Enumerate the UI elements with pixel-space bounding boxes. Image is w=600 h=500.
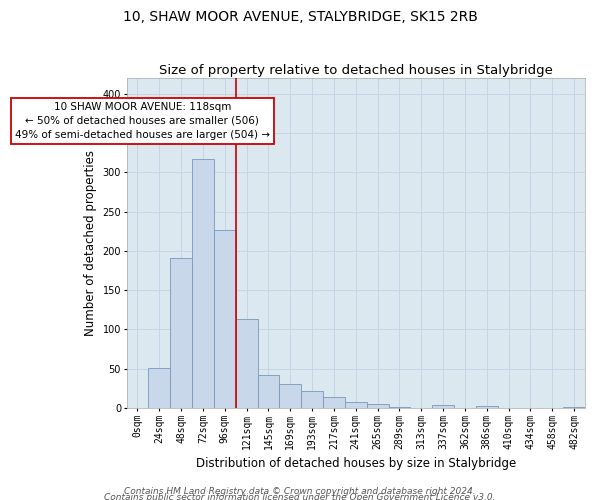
Text: Contains public sector information licensed under the Open Government Licence v3: Contains public sector information licen… <box>104 493 496 500</box>
Bar <box>257 375 280 408</box>
Bar <box>563 407 585 408</box>
Bar <box>214 230 236 408</box>
Bar <box>236 319 257 408</box>
Bar <box>301 392 323 408</box>
Text: 10 SHAW MOOR AVENUE: 118sqm
← 50% of detached houses are smaller (506)
49% of se: 10 SHAW MOOR AVENUE: 118sqm ← 50% of det… <box>15 102 270 140</box>
Bar <box>148 368 170 408</box>
Text: 10, SHAW MOOR AVENUE, STALYBRIDGE, SK15 2RB: 10, SHAW MOOR AVENUE, STALYBRIDGE, SK15 … <box>122 10 478 24</box>
Bar <box>389 407 410 408</box>
Bar <box>432 404 454 408</box>
Bar <box>367 404 389 408</box>
Text: Contains HM Land Registry data © Crown copyright and database right 2024.: Contains HM Land Registry data © Crown c… <box>124 487 476 496</box>
Y-axis label: Number of detached properties: Number of detached properties <box>84 150 97 336</box>
Bar <box>345 402 367 408</box>
Title: Size of property relative to detached houses in Stalybridge: Size of property relative to detached ho… <box>159 64 553 77</box>
Bar <box>323 397 345 408</box>
Bar <box>280 384 301 408</box>
Bar <box>476 406 497 408</box>
Bar <box>170 258 192 408</box>
X-axis label: Distribution of detached houses by size in Stalybridge: Distribution of detached houses by size … <box>196 457 516 470</box>
Bar <box>192 159 214 408</box>
